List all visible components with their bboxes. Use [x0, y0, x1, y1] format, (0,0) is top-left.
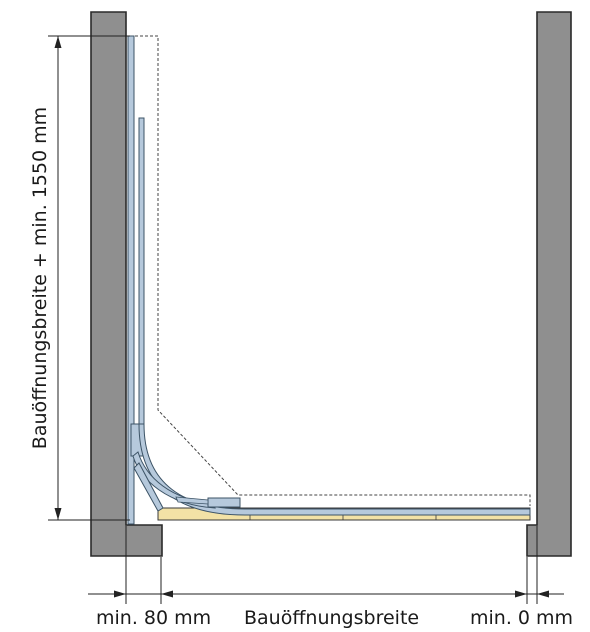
vertical-dim-arrow-bottom — [54, 508, 62, 520]
left-wall — [90, 11, 163, 557]
drive-unit — [207, 497, 241, 508]
right-clearance-label: min. 0 mm — [470, 607, 573, 629]
door-travel-outline — [130, 35, 531, 506]
vertical-rail-outer — [127, 35, 135, 525]
drive-unit-link — [175, 496, 209, 505]
opening-width-label: Bauöffnungsbreite — [244, 607, 419, 629]
dim-arrow-opening-left — [161, 590, 173, 598]
curved-door-leaf — [138, 423, 531, 516]
vertical-dimension-label: Bauöffnungsbreite + min. 1550 mm — [29, 107, 51, 449]
dim-arrow-left-clearance-in — [114, 590, 126, 598]
dim-arrow-opening-right — [515, 590, 527, 598]
right-wall — [526, 11, 572, 557]
diagonal-strut — [133, 462, 164, 512]
vertical-dim-arrow-top — [54, 36, 62, 48]
left-clearance-label: min. 80 mm — [96, 607, 211, 629]
vertical-rail-inner — [138, 117, 145, 425]
dim-arrow-right-clearance-in — [537, 590, 549, 598]
